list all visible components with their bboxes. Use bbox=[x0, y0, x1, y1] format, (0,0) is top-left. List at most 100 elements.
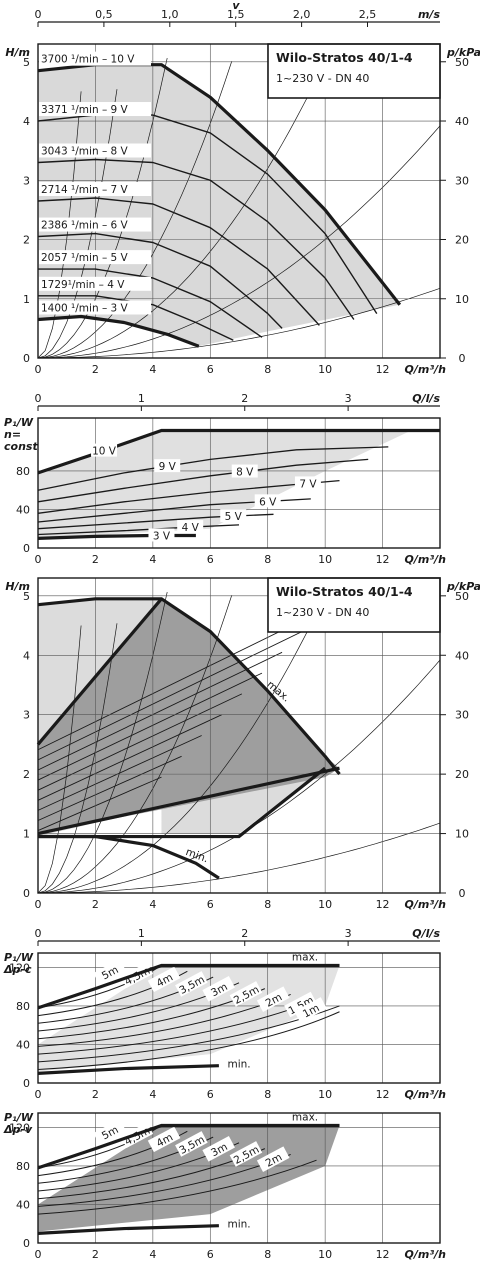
max-label-4: max. bbox=[292, 952, 318, 964]
y-tick-3-0: 0 bbox=[23, 887, 30, 900]
dp-label-bg-5-0 bbox=[93, 1119, 126, 1145]
dp-line-5 bbox=[37, 672, 263, 781]
curve-2714-min-7-V bbox=[37, 197, 320, 326]
y-axis-label-2: P₁/W bbox=[4, 416, 34, 429]
x-tick-4-1: 2 bbox=[92, 1088, 99, 1101]
power-label-1: 9 V bbox=[159, 461, 177, 473]
qls-tick-0: 0 bbox=[35, 392, 42, 405]
y-axis-label2-5: Δp-v bbox=[3, 1123, 33, 1136]
x-tick-3-1: 2 bbox=[92, 898, 99, 911]
min-label-4: min. bbox=[228, 1059, 251, 1071]
y-tick-5-3: 120 bbox=[9, 1121, 30, 1134]
power-label-bg-1 bbox=[154, 459, 181, 473]
dp-max-edge-3 bbox=[36, 597, 163, 746]
power-label-bg-2 bbox=[231, 464, 258, 478]
dp-curve-5-6 bbox=[37, 1159, 317, 1215]
y-tick-2-2: 80 bbox=[16, 465, 30, 478]
power-label-0: 10 V bbox=[92, 446, 117, 458]
chart-subtitle-1: 1~230 V - DN 40 bbox=[276, 72, 369, 85]
power-label-6: 4 V bbox=[182, 522, 200, 534]
plot-frame-5 bbox=[37, 1112, 441, 1244]
min-curve-3 bbox=[38, 834, 220, 880]
curve-label-bg-6 bbox=[39, 276, 151, 291]
x-tick-1-3: 6 bbox=[207, 363, 214, 376]
qls-tick-4-0: 0 bbox=[35, 927, 42, 940]
system-curve-3-4 bbox=[37, 580, 333, 894]
curve-label-bg-3 bbox=[39, 182, 151, 196]
power-curve-8-V bbox=[37, 458, 369, 503]
dp-label-bg-5-5 bbox=[229, 1141, 263, 1167]
x-tick-2-0: 0 bbox=[35, 553, 42, 566]
dp-label-bg-4-2 bbox=[147, 966, 181, 993]
chart-subtitle-3: 1~230 V - DN 40 bbox=[276, 606, 369, 619]
system-curve-1-5 bbox=[37, 125, 441, 359]
curve-label-5: 2057 ¹/min – 5 V bbox=[41, 252, 129, 264]
dp-line-8 bbox=[37, 610, 323, 751]
y-tick-1-3: 3 bbox=[23, 174, 30, 187]
dp-label-bg-4-5 bbox=[229, 981, 263, 1007]
y-tick-2-1: 40 bbox=[16, 503, 30, 516]
curve-label-7: 1400 ¹/min – 3 V bbox=[41, 302, 129, 314]
x-axis-label-3: Q/m³/h bbox=[405, 898, 447, 911]
y2-tick-1-3: 30 bbox=[455, 174, 469, 187]
v-tick-5: 2,5 bbox=[359, 8, 377, 21]
power-label-3: 7 V bbox=[299, 478, 317, 490]
curve-label-bg-2 bbox=[39, 143, 151, 158]
x-tick-4-5: 10 bbox=[318, 1088, 332, 1101]
system-curve-3-6 bbox=[38, 822, 441, 894]
curve-label-6: 1729¹/min – 4 V bbox=[41, 279, 125, 291]
y2-tick-1-0: 0 bbox=[459, 352, 466, 365]
x-tick-3-0: 0 bbox=[35, 898, 42, 911]
x-tick-2-5: 10 bbox=[318, 553, 332, 566]
power-max-4 bbox=[37, 963, 340, 1010]
y2-tick-1-4: 40 bbox=[455, 115, 469, 128]
x-axis-label-2: Q/m³/h bbox=[405, 553, 447, 566]
x-tick-5-3: 6 bbox=[207, 1248, 214, 1261]
dp-label-bg-4-3 bbox=[175, 971, 208, 997]
x-tick-4-4: 8 bbox=[264, 1088, 271, 1101]
y-tick-4-2: 80 bbox=[16, 1000, 30, 1013]
y-tick-5-1: 40 bbox=[16, 1198, 30, 1211]
y-tick-3-5: 5 bbox=[23, 590, 30, 603]
curve-1729-min-4-V bbox=[38, 295, 234, 341]
x-tick-5-1: 2 bbox=[92, 1248, 99, 1261]
max-curve-3 bbox=[37, 597, 341, 776]
power-label-4: 6 V bbox=[259, 496, 277, 508]
x-tick-4-2: 4 bbox=[149, 1088, 156, 1101]
title-box-3 bbox=[267, 577, 441, 633]
x-tick-5-2: 4 bbox=[149, 1248, 156, 1261]
x-tick-5-0: 0 bbox=[35, 1248, 42, 1261]
dp-line-6 bbox=[37, 651, 283, 771]
y2-tick-3-2: 20 bbox=[455, 768, 469, 781]
power-min-4 bbox=[37, 1064, 219, 1075]
curve-label-2: 3043 ¹/min – 8 V bbox=[41, 145, 129, 157]
y-axis-label2-2: n= bbox=[4, 428, 21, 441]
title-box-1 bbox=[267, 43, 441, 99]
y-tick-4-0: 0 bbox=[23, 1077, 30, 1090]
x-tick-4-6: 12 bbox=[376, 1088, 390, 1101]
power-label-bg-4 bbox=[254, 494, 281, 508]
dp-label-bg-4-4 bbox=[202, 976, 235, 1002]
y-tick-1-0: 0 bbox=[23, 352, 30, 365]
operating-area-fill bbox=[38, 64, 400, 347]
curve-label-bg-4 bbox=[39, 217, 151, 232]
y2-tick-3-1: 10 bbox=[455, 828, 469, 841]
x-tick-3-4: 8 bbox=[264, 898, 271, 911]
x-tick-1-5: 10 bbox=[318, 363, 332, 376]
dp-label-bg-5-3 bbox=[175, 1131, 208, 1157]
y-axis-label-3: H/m bbox=[5, 580, 30, 593]
v-axis-title: v bbox=[232, 0, 240, 12]
x-axis-label-5: Q/m³/h bbox=[405, 1248, 447, 1261]
dp-label-bg-4-8 bbox=[294, 997, 327, 1023]
dp-label-bg-4-0 bbox=[93, 959, 126, 985]
x-tick-3-3: 6 bbox=[207, 898, 214, 911]
system-curve-1-4 bbox=[37, 46, 333, 359]
x-tick-2-1: 2 bbox=[92, 553, 99, 566]
y2-axis-label-3: p/kPa bbox=[446, 580, 480, 593]
x-tick-2-4: 8 bbox=[264, 553, 271, 566]
v-tick-2: 1,0 bbox=[161, 8, 179, 21]
y2-tick-1-2: 20 bbox=[455, 234, 469, 247]
max-label-5: max. bbox=[292, 1112, 318, 1124]
power-max-5 bbox=[37, 1123, 340, 1170]
